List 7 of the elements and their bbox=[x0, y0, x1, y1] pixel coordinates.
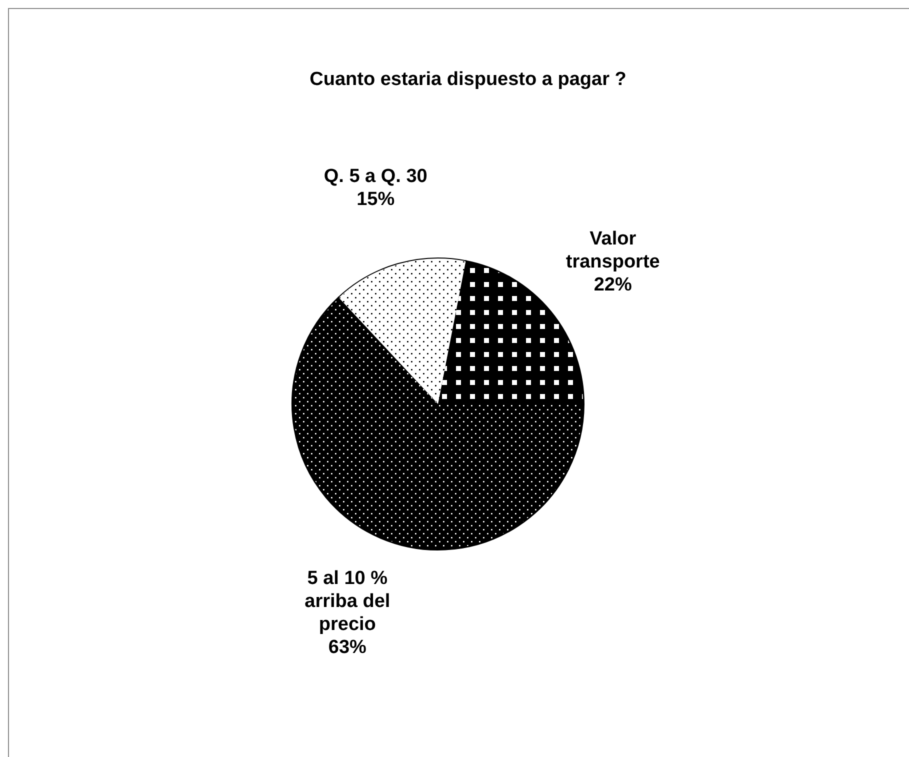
data-label: 15% bbox=[356, 188, 395, 210]
slice-label: 5 al 10 % arriba del precio bbox=[304, 568, 390, 635]
slice-label: Q. 5 a Q. 30 bbox=[324, 166, 428, 187]
data-label: 22% bbox=[594, 274, 632, 296]
slice-label: Valor transporte bbox=[566, 228, 660, 272]
data-label: 63% bbox=[328, 636, 367, 658]
chart-title: Cuanto estaria dispuesto a pagar ? bbox=[310, 69, 626, 90]
